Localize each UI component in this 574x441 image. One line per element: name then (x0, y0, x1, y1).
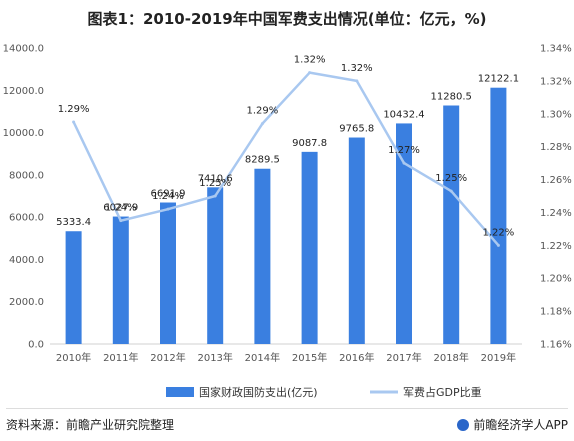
legend-line-label: 军费占GDP比重 (403, 385, 482, 399)
right-axis-tick-label: 1.28% (540, 142, 572, 153)
x-axis: 2010年 2011年 2012年 2013年 2014年 2015年 2016年 2017年… (50, 343, 522, 364)
right-axis-tick-label: 1.18% (540, 307, 572, 318)
bar (254, 168, 271, 344)
legend-bar-label: 国家财政国防支出(亿元) (199, 385, 318, 399)
right-axis-tick-label: 1.24% (540, 208, 572, 219)
right-axis-tick-label: 1.20% (540, 274, 572, 285)
line-point (355, 79, 359, 83)
left-axis-tick-label: 14000.0 (3, 44, 44, 55)
bar-value-label: 9087.8 (292, 138, 327, 149)
x-axis-tick-label: 2013年 (197, 351, 232, 364)
brand-name: 前瞻经济学人APP (473, 418, 568, 432)
right-axis-tick-label: 1.26% (540, 175, 572, 186)
bar (348, 137, 365, 344)
x-axis-tick-label: 2018年 (433, 351, 468, 364)
footer-divider (6, 408, 568, 409)
brand-logo-icon (457, 418, 470, 431)
x-axis-tick-label: 2015年 (292, 351, 327, 364)
x-axis-tick-label: 2016年 (339, 351, 374, 364)
line-point (496, 243, 500, 247)
bar (207, 187, 224, 344)
x-axis-tick-label: 2012年 (150, 351, 185, 364)
brand: 前瞻经济学人APP (457, 416, 568, 433)
bar-series (65, 87, 507, 345)
right-axis-tick-label: 1.32% (540, 76, 572, 87)
legend: 国家财政国防支出(亿元) 军费占GDP比重 (166, 385, 482, 399)
right-axis-tick-label: 1.30% (540, 109, 572, 120)
line-value-label: 1.29% (58, 104, 90, 115)
bar (396, 123, 412, 344)
bar (112, 216, 129, 344)
bar (65, 231, 82, 344)
line-value-label: 1.27% (388, 145, 420, 156)
line-point (402, 161, 406, 165)
bar-value-label: 5333.4 (56, 217, 91, 228)
line-point (308, 71, 312, 75)
left-axis-tick-label: 4000.0 (9, 255, 44, 266)
bar-value-label: 12122.1 (478, 74, 519, 85)
bar (443, 105, 460, 344)
line-value-label: 1.25% (199, 178, 231, 189)
line-value-label: 1.24% (105, 203, 137, 214)
bar-value-label: 10432.4 (383, 109, 424, 120)
bar-value-label: 8289.5 (245, 155, 280, 166)
left-axis-tick-label: 12000.0 (3, 86, 44, 97)
left-axis-tick-label: 2000.0 (9, 297, 44, 308)
line-point (119, 219, 123, 223)
line-point (166, 207, 170, 211)
bar-value-label: 11280.5 (431, 91, 472, 102)
chart-title: 图表1：2010-2019年中国军费支出情况(单位：亿元，%) (87, 10, 487, 28)
line-series (72, 71, 500, 247)
line-value-label: 1.32% (294, 55, 326, 66)
bar-value-label: 6691.9 (151, 189, 186, 200)
line-point (213, 194, 217, 198)
x-axis-tick-label: 2019年 (481, 351, 516, 364)
x-axis-tick-label: 2014年 (245, 351, 280, 364)
line-value-label: 1.22% (483, 227, 515, 238)
bar-value-label: 6027.9 (103, 203, 138, 214)
left-axis-tick-label: 6000.0 (9, 213, 44, 224)
legend-bar-swatch (166, 387, 194, 397)
line-path (72, 71, 500, 247)
line-value-label: 1.29% (247, 106, 279, 117)
line-point (260, 122, 264, 126)
left-axis: 0.0 2000.0 4000.0 6000.0 8000.0 10000.0 12000.… (3, 44, 44, 351)
right-axis-tick-label: 1.16% (540, 340, 572, 351)
bar (160, 202, 176, 344)
left-axis-tick-label: 10000.0 (3, 128, 44, 139)
x-axis-tick-label: 2017年 (386, 351, 421, 364)
data-labels: 5333.4 6027.9 6691.9 7410.6 8289.5 9087.8 9765… (56, 55, 519, 239)
bar (490, 87, 507, 345)
source-note: 资料来源：前瞻产业研究院整理 (6, 418, 175, 432)
bar (301, 151, 318, 344)
line-point (449, 189, 453, 193)
right-axis: 1.16% 1.18% 1.20% 1.22% 1.24% 1.26% 1.28% 1.30%… (540, 44, 572, 351)
left-axis-tick-label: 0.0 (28, 340, 44, 351)
left-axis-tick-label: 8000.0 (9, 170, 44, 181)
bar-value-label: 9765.8 (339, 124, 374, 135)
right-axis-tick-label: 1.34% (540, 44, 572, 55)
bar-value-label: 7410.6 (198, 173, 233, 184)
x-axis-tick-label: 2011年 (103, 351, 138, 364)
line-value-label: 1.32% (341, 63, 373, 74)
line-value-label: 1.25% (435, 173, 467, 184)
line-point (72, 120, 76, 124)
x-axis-tick-label: 2010年 (56, 351, 91, 364)
right-axis-tick-label: 1.22% (540, 241, 572, 252)
line-value-label: 1.24% (152, 191, 184, 202)
